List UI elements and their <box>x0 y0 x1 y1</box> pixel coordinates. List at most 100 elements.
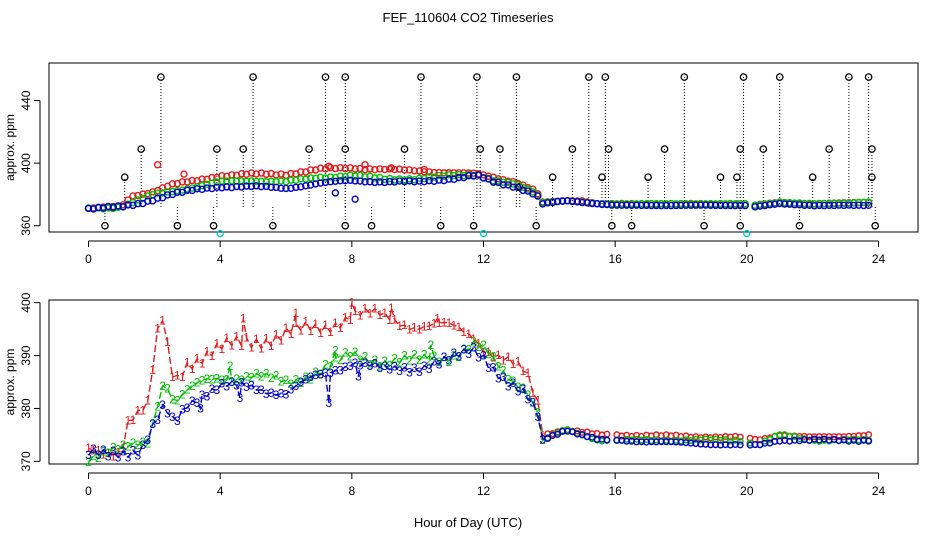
bottom-marker-1: 1 <box>431 317 438 331</box>
bottom-marker-3: 3 <box>144 433 151 447</box>
top-point-green <box>321 174 330 182</box>
bottom-marker-1: 1 <box>125 414 132 428</box>
bottom-marker-1: 1 <box>233 329 240 343</box>
bottom-marker-3: 3 <box>268 386 275 400</box>
top-point-blue <box>726 201 735 210</box>
bottom-marker-2: 2 <box>248 371 255 385</box>
top-point-blue <box>385 177 394 186</box>
top-stem-point <box>367 221 376 230</box>
top-stem-point <box>436 221 445 230</box>
top-point-red <box>420 168 428 176</box>
bottom-marker-3: 3 <box>283 387 290 401</box>
x-axis-label: Hour of Day (UTC) <box>414 515 522 530</box>
top-stem-point <box>548 173 557 182</box>
top-point-blue <box>287 184 295 192</box>
top-point-red <box>178 178 187 186</box>
bottom-marker-3: 3 <box>243 380 250 394</box>
top-point-blue <box>682 201 690 210</box>
bottom-marker-2: 2 <box>293 372 300 386</box>
top-point-green <box>435 171 443 180</box>
bottom-marker-2: 2 <box>189 379 196 393</box>
top-point-blue <box>351 195 359 203</box>
top-point-blue <box>840 201 848 210</box>
top-point-green <box>203 180 211 189</box>
top-point-blue <box>751 203 759 211</box>
top-point-red <box>272 171 280 179</box>
bottom-marker-2: 2 <box>218 373 225 387</box>
bottom-marker-1: 1 <box>218 342 225 356</box>
bottom-marker-1: 1 <box>100 447 107 461</box>
bottom-marker-3: 3 <box>401 361 408 375</box>
top-stem-point <box>157 73 165 81</box>
top-point-blue <box>469 172 478 180</box>
top-point-blue <box>776 199 784 208</box>
bottom-marker-2: 2 <box>416 353 423 367</box>
top-point-green <box>864 198 873 206</box>
bottom-marker-1: 1 <box>204 344 211 358</box>
bottom-marker-2: 2 <box>411 347 418 361</box>
top-stem-point <box>868 145 876 153</box>
bottom-marker-1: 1 <box>312 317 319 331</box>
bottom-marker-3: 3 <box>480 349 487 363</box>
top-point-cyan <box>743 229 751 238</box>
top-point-blue <box>657 201 665 210</box>
top-point-blue <box>203 184 211 192</box>
top-stem-point <box>739 73 748 81</box>
bottom-marker-3: 3 <box>317 367 324 381</box>
top-point-blue <box>539 200 547 208</box>
top-stem-point <box>239 145 248 153</box>
top-point-red <box>168 180 177 188</box>
bottom-marker-2: 2 <box>288 377 295 391</box>
bottom-marker-1: 1 <box>520 364 527 378</box>
bottom-marker-3: 3 <box>293 379 300 393</box>
top-stem-point <box>496 145 504 153</box>
bottom-marker-3: 3 <box>164 406 171 420</box>
top-point-blue <box>573 198 582 206</box>
top-point-blue <box>484 175 493 183</box>
bottom-marker-1: 1 <box>372 302 379 316</box>
top-point-blue <box>622 201 631 209</box>
bottom-marker-3: 3 <box>115 450 122 464</box>
bottom-marker-1: 1 <box>130 413 137 427</box>
bottom-marker-1: 1 <box>223 331 230 345</box>
bottom-point-blue <box>544 435 552 443</box>
top-point-blue <box>845 201 853 209</box>
bottom-x-tick-label: 0 <box>85 484 92 498</box>
bottom-marker-1: 1 <box>367 306 374 320</box>
top-stem-point <box>825 145 833 153</box>
bottom-marker-3: 3 <box>169 410 176 424</box>
bottom-point-blue <box>865 437 873 445</box>
bottom-marker-1: 1 <box>436 316 443 330</box>
bottom-marker-2: 2 <box>194 375 201 389</box>
bottom-marker-3: 3 <box>416 365 423 379</box>
bottom-marker-1: 1 <box>401 318 408 332</box>
bottom-marker-1: 1 <box>411 321 418 335</box>
bottom-marker-3: 3 <box>233 378 240 392</box>
top-point-blue <box>563 196 572 205</box>
bottom-marker-1: 1 <box>85 441 92 455</box>
bottom-marker-3: 3 <box>95 448 102 462</box>
top-stem-point <box>213 145 221 153</box>
top-point-blue <box>489 178 498 186</box>
top-point-blue <box>104 202 112 211</box>
top-point-blue <box>583 199 591 207</box>
bottom-marker-1: 1 <box>515 355 522 369</box>
bottom-marker-3: 3 <box>372 357 379 371</box>
bottom-marker-2: 2 <box>110 440 117 454</box>
top-point-green <box>168 187 177 196</box>
top-stem-point <box>321 73 330 81</box>
bottom-marker-3: 3 <box>218 377 225 391</box>
bottom-marker-3: 3 <box>100 443 107 457</box>
top-stem-point <box>627 221 636 230</box>
bottom-marker-2: 2 <box>515 380 522 394</box>
top-point-blue <box>272 183 280 192</box>
top-point-blue <box>410 178 419 186</box>
top-stem-point <box>249 73 257 81</box>
bottom-marker-2: 2 <box>480 338 487 352</box>
bottom-marker-2: 2 <box>144 437 151 451</box>
bottom-marker-1: 1 <box>179 370 186 384</box>
top-point-red <box>366 165 374 173</box>
top-point-red <box>376 165 384 173</box>
top-stem-point <box>759 145 768 153</box>
bottom-marker-3: 3 <box>302 372 309 386</box>
